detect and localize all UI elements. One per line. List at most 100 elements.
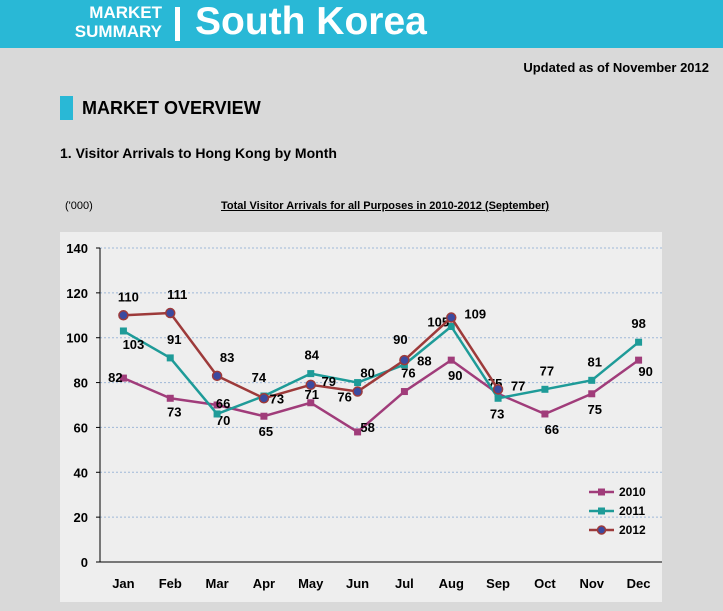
data-label-2011: 74: [252, 370, 267, 385]
data-label-2012: 77: [511, 378, 525, 393]
brand-line-1: MARKET: [89, 3, 162, 22]
x-tick-label: Oct: [534, 576, 556, 591]
legend-label-2012: 2012: [619, 523, 646, 537]
x-tick-label: Feb: [159, 576, 182, 591]
data-point-2011: [354, 379, 362, 387]
data-label-2010: 75: [588, 402, 602, 417]
x-tick-label: Aug: [439, 576, 464, 591]
data-label-2011: 77: [540, 363, 554, 378]
data-point-2012: [399, 354, 410, 366]
data-label-2011: 73: [490, 406, 504, 421]
data-label-2011: 98: [631, 316, 645, 331]
data-label-2011: 91: [167, 332, 181, 347]
section-title: MARKET OVERVIEW: [82, 98, 261, 118]
data-label-2010: 82: [108, 370, 122, 385]
y-tick-label: 0: [81, 555, 88, 570]
data-point-2010: [635, 356, 643, 364]
data-label-2011: 84: [305, 348, 320, 363]
data-label-2012: 76: [337, 390, 351, 405]
x-tick-label: Dec: [627, 576, 651, 591]
updated-date: Updated as of November 2012: [523, 60, 709, 75]
series-line-2011: [122, 325, 640, 416]
data-label-2010: 71: [305, 387, 319, 402]
legend-label-2011: 2011: [619, 504, 645, 518]
data-point-2010: [166, 394, 174, 402]
chart-frame: [60, 232, 662, 602]
data-point-2010: [447, 356, 455, 364]
data-point-2011: [588, 376, 596, 384]
data-label-2011: 80: [360, 366, 374, 381]
legend-label-2010: 2010: [619, 485, 646, 499]
data-point-2011: [541, 385, 549, 393]
legend-marker-2012: [596, 525, 607, 535]
legend-marker-2011: [598, 507, 605, 515]
y-tick-label: 80: [74, 376, 88, 391]
data-point-2011: [213, 410, 221, 418]
x-tick-label: Sep: [486, 576, 510, 591]
y-tick-label: 60: [74, 420, 88, 435]
y-unit-label: ('000): [65, 200, 93, 212]
header-divider: [175, 7, 180, 41]
subsection-title: 1. Visitor Arrivals to Hong Kong by Mont…: [60, 145, 337, 161]
y-tick-label: 140: [66, 241, 88, 256]
data-point-2012: [352, 386, 363, 397]
data-point-2011: [494, 394, 502, 402]
data-point-2011: [166, 354, 174, 362]
data-point-2010: [213, 401, 221, 409]
data-point-2012: [492, 384, 504, 395]
brand-line-2: SUMMARY: [74, 22, 162, 41]
data-point-2010: [260, 412, 268, 420]
data-point-2012: [118, 310, 129, 321]
data-label-2010: 90: [638, 364, 652, 379]
data-point-2010: [119, 374, 127, 382]
data-point-2012: [305, 379, 316, 391]
x-tick-label: Mar: [206, 576, 229, 591]
data-point-2011: [635, 338, 643, 346]
data-point-2012: [165, 307, 176, 319]
data-point-2012: [211, 370, 223, 382]
y-tick-label: 120: [66, 286, 88, 301]
data-label-2012: 110: [118, 289, 139, 304]
data-point-2012: [446, 312, 457, 323]
data-point-2010: [307, 399, 315, 407]
y-tick-label: 40: [74, 465, 88, 480]
data-point-2010: [400, 388, 408, 396]
data-label-2012: 111: [167, 287, 187, 302]
x-tick-label: Jun: [346, 576, 369, 591]
country-title: South Korea: [195, 0, 427, 43]
data-point-2010: [541, 410, 549, 418]
data-point-2012: [258, 393, 270, 404]
data-point-2011: [119, 327, 127, 335]
x-tick-label: May: [298, 576, 324, 591]
data-label-2012: 73: [270, 391, 284, 406]
data-label-2010: 76: [401, 366, 415, 381]
x-tick-label: Jul: [395, 576, 414, 591]
data-label-2011: 103: [123, 337, 145, 352]
data-point-2011: [447, 323, 455, 330]
data-label-2010: 65: [259, 424, 273, 439]
x-tick-label: Apr: [253, 576, 275, 591]
data-label-2010: 66: [545, 422, 559, 437]
section-marker: [60, 96, 73, 120]
x-tick-label: Jan: [112, 576, 134, 591]
y-tick-label: 100: [66, 331, 88, 346]
data-label-2011: 88: [417, 354, 431, 369]
data-point-2010: [354, 428, 362, 436]
data-label-2010: 90: [448, 368, 462, 383]
x-tick-label: Nov: [579, 576, 604, 591]
data-label-2010: 73: [167, 404, 181, 419]
legend-marker-2010: [598, 488, 605, 496]
data-label-2012: 109: [464, 307, 486, 322]
data-point-2010: [588, 390, 596, 398]
header-banner: MARKET SUMMARY South Korea: [0, 0, 723, 48]
data-label-2012: 79: [322, 374, 336, 389]
data-label-2012: 90: [393, 332, 407, 347]
data-label-2010: 58: [360, 420, 374, 435]
y-tick-label: 20: [74, 510, 88, 525]
data-label-2011: 81: [588, 354, 602, 369]
chart-title: Total Visitor Arrivals for all Purposes …: [221, 200, 550, 212]
data-label-2012: 83: [220, 350, 234, 365]
market-summary-logo: MARKET SUMMARY: [58, 3, 162, 41]
data-label-2011: 66: [216, 396, 230, 411]
